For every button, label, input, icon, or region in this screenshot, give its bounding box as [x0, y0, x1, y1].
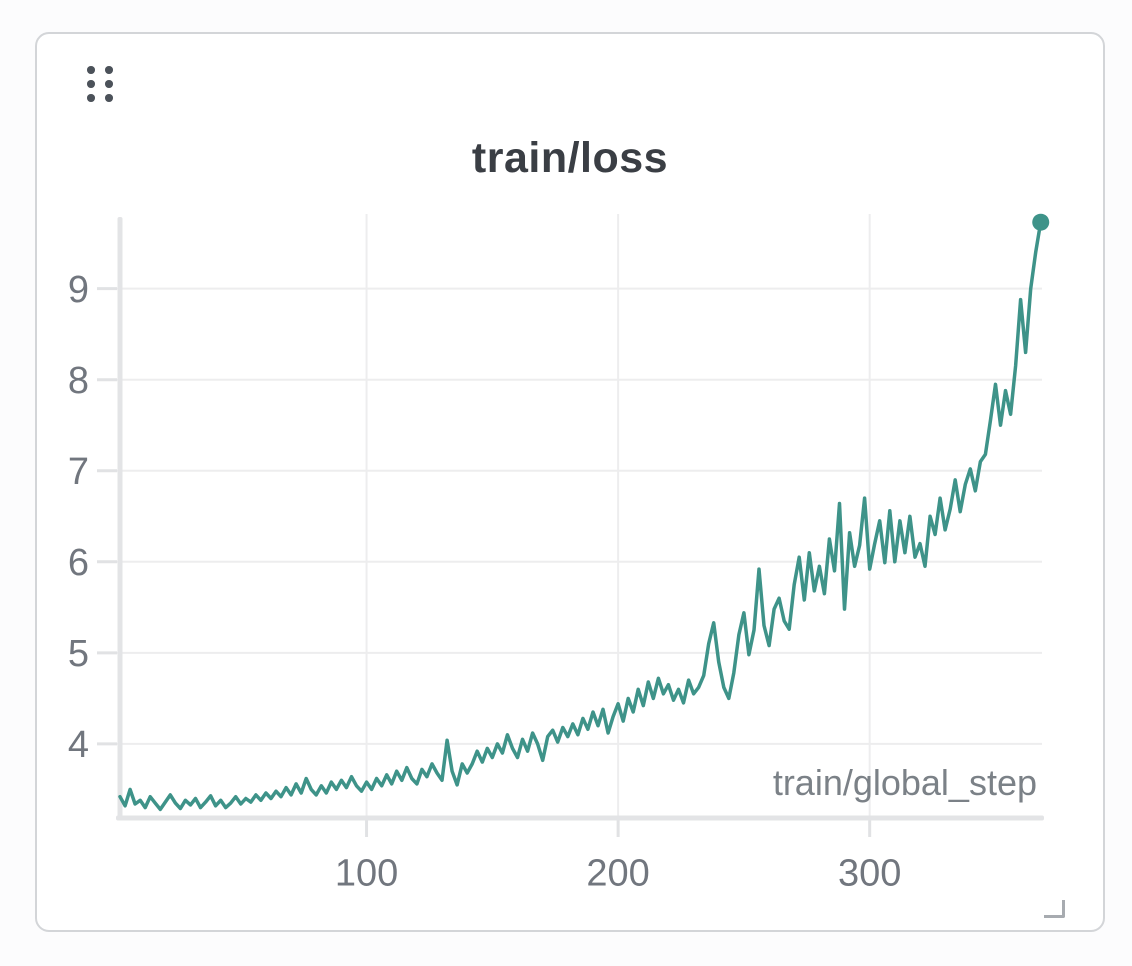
x-tick-label: 300	[838, 852, 901, 894]
panel-title: train/loss	[471, 134, 669, 182]
metric-panel-card: train/loss 4 5 6 7 8 9 100 200 300 train/global_…	[35, 32, 1105, 932]
y-tick-label: 9	[68, 269, 89, 311]
h-gridlines	[117, 287, 1042, 745]
tick-labels: 4 5 6 7 8 9 100 200 300	[68, 269, 902, 894]
y-tick-label: 8	[68, 360, 89, 402]
x-tick-label: 200	[586, 852, 649, 894]
axis-ticks	[97, 287, 872, 837]
y-tick-label: 5	[68, 633, 89, 675]
grip-dot	[105, 80, 113, 88]
loss-chart[interactable]: 4 5 6 7 8 9 100 200 300 train/global_step	[37, 184, 1103, 944]
grip-dot	[87, 80, 95, 88]
x-axis-label: train/global_step	[773, 762, 1037, 803]
grip-dot	[105, 66, 113, 74]
grip-dot	[87, 94, 95, 102]
grip-dot	[105, 94, 113, 102]
series-layer	[118, 213, 1050, 812]
x-axis-bar	[116, 815, 1044, 821]
resize-handle-icon[interactable]	[1044, 900, 1065, 918]
latest-point-marker	[1032, 213, 1050, 231]
grip-dot	[87, 66, 95, 74]
v-gridlines	[365, 214, 871, 818]
x-tick-label: 100	[335, 852, 398, 894]
y-tick-label: 4	[68, 724, 89, 766]
axis-bars	[116, 217, 1044, 821]
y-tick-label: 7	[68, 451, 89, 493]
y-tick-label: 6	[68, 542, 89, 584]
loss-line	[118, 220, 1043, 812]
y-axis-bar	[117, 217, 123, 818]
drag-handle-icon[interactable]	[83, 62, 117, 106]
